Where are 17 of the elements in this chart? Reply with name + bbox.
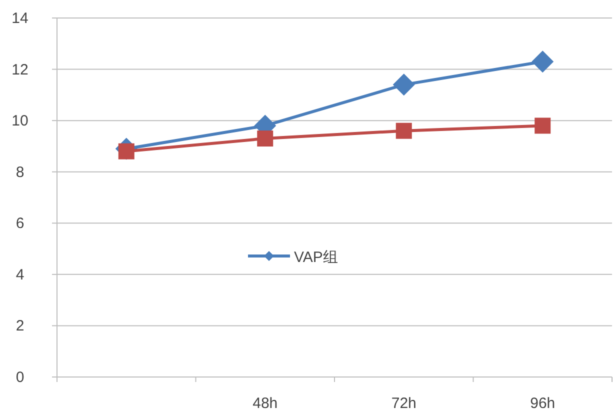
x-tick-label: 48h bbox=[252, 395, 278, 412]
point bbox=[532, 50, 554, 73]
point bbox=[392, 74, 415, 96]
y-tick-label: 12 bbox=[12, 61, 28, 78]
point bbox=[396, 122, 412, 139]
point bbox=[257, 130, 274, 147]
point bbox=[534, 118, 551, 134]
y-tick-label: 0 bbox=[16, 369, 24, 386]
x-tick-label: 72h bbox=[391, 395, 416, 412]
x-tick-label: 96h bbox=[530, 395, 556, 412]
y-tick-label: 6 bbox=[16, 215, 24, 232]
y-tick-label: 14 bbox=[12, 10, 28, 27]
y-tick-label: 2 bbox=[16, 318, 24, 335]
legend-label: VAP组 bbox=[294, 249, 338, 266]
y-tick-label: 8 bbox=[16, 164, 24, 181]
y-tick-label: 10 bbox=[12, 112, 28, 130]
y-tick-label: 4 bbox=[16, 266, 24, 284]
